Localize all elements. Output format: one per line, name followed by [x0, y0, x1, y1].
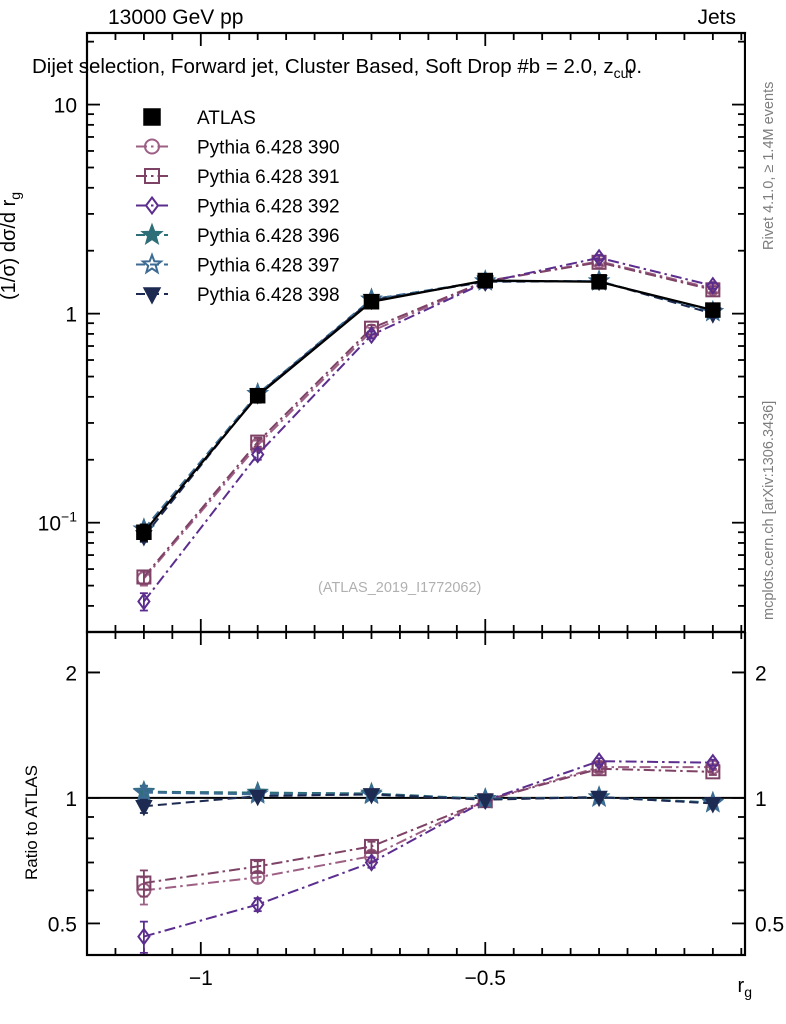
y-tick-label-ratio-right: 0.5: [755, 913, 784, 936]
legend-entry-pythia-6-428-392[interactable]: Pythia 6.428 392: [136, 195, 340, 218]
x-axis-label: rg: [738, 975, 752, 1000]
legend-entry-pythia-6-428-397[interactable]: Pythia 6.428 397: [136, 252, 340, 277]
legend-entry-pythia-6-428-398[interactable]: Pythia 6.428 398: [136, 285, 340, 306]
legend-label: Pythia 6.428 396: [197, 226, 340, 247]
series-pythia-6-428-396: [132, 269, 725, 539]
plot-title: Dijet selection, Forward jet, Cluster Ba…: [32, 55, 632, 81]
series-ratio-pythia-6-428-391: [136, 761, 721, 898]
x-tick-label: −0.5: [465, 967, 506, 990]
legend-entry-atlas[interactable]: ATLAS: [143, 108, 256, 129]
plot-title-tail: 0.: [625, 55, 643, 78]
y-tick-label-main: 10−1: [38, 509, 78, 536]
y-tick-label-ratio-right: 1: [755, 788, 767, 811]
y-tick-label-main: 1: [65, 304, 77, 327]
x-tick-label: −1: [189, 967, 213, 990]
x-axis-label-text: r: [737, 975, 745, 997]
y-tick-label-ratio: 2: [65, 662, 77, 685]
series-ratio-pythia-6-428-392: [137, 751, 720, 954]
legend-label: ATLAS: [197, 108, 256, 129]
series-pythia-6-428-397: [132, 269, 725, 539]
legend-entry-pythia-6-428-396[interactable]: Pythia 6.428 396: [136, 222, 340, 248]
series-atlas: [136, 272, 721, 542]
header-beam-info: 13000 GeV pp: [108, 6, 244, 29]
legend-label: Pythia 6.428 390: [197, 138, 340, 159]
plot-title-subscript: cut: [613, 65, 633, 82]
legend-label: Pythia 6.428 391: [197, 167, 340, 188]
legend-label: Pythia 6.428 397: [197, 256, 340, 277]
legend-entry-pythia-6-428-390[interactable]: Pythia 6.428 390: [136, 138, 340, 159]
ratio-panel-frame: [85, 630, 747, 957]
y-tick-label-ratio: 0.5: [48, 913, 77, 936]
legend-label: Pythia 6.428 392: [197, 197, 340, 218]
y-tick-label-ratio-right: 2: [755, 662, 767, 685]
x-axis-label-subscript: g: [744, 984, 752, 1000]
analysis-id-watermark: (ATLAS_2019_I1772062): [318, 580, 482, 596]
header-analysis-category: Jets: [697, 6, 736, 29]
plot-title-text: Dijet selection, Forward jet, Cluster Ba…: [32, 55, 614, 78]
series-ratio-pythia-6-428-398: [135, 788, 722, 817]
legend-label: Pythia 6.428 398: [197, 285, 340, 306]
y-tick-label-main: 10: [54, 95, 77, 118]
title-overflow-mask: [746, 34, 758, 632]
main-panel-frame: [85, 31, 747, 634]
y-tick-label-ratio: 1: [65, 788, 77, 811]
legend-entry-pythia-6-428-391[interactable]: Pythia 6.428 391: [136, 167, 340, 188]
series-pythia-6-428-398: [135, 274, 722, 547]
